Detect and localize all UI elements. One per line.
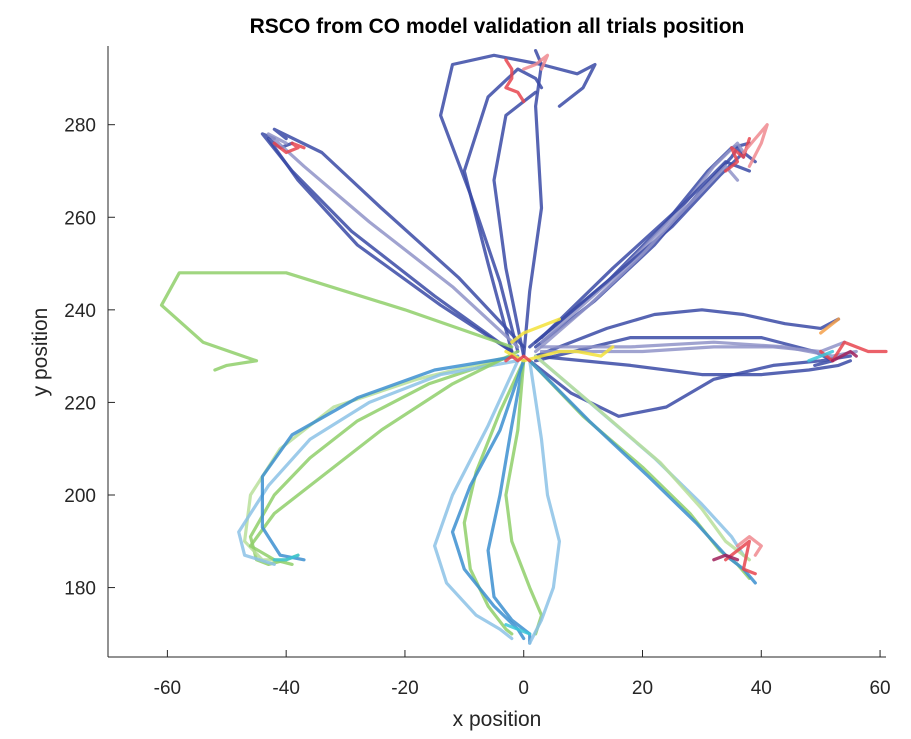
- trajectory-line: [807, 349, 835, 363]
- x-axis-ticks: -60 -40 -20 0 20 40 60: [154, 650, 891, 699]
- trajectory-line: [724, 539, 757, 576]
- trajectory-line: [266, 137, 514, 354]
- trajectory-line: [741, 123, 769, 168]
- trajectory-line: [504, 623, 532, 636]
- trajectory-line: [819, 317, 841, 335]
- trajectory-line: [266, 132, 520, 349]
- trajectory-line: [237, 359, 520, 566]
- trajectory-line: [450, 359, 526, 641]
- chart-title: RSCO from CO model validation all trials…: [250, 15, 745, 38]
- y-tick-label: 280: [64, 116, 96, 137]
- trajectory-line: [528, 359, 757, 585]
- trajectory-line: [260, 132, 514, 354]
- trajectory-line: [492, 90, 538, 358]
- trajectory-line: [735, 535, 763, 557]
- trajectory-line: [433, 359, 520, 641]
- x-tick-label: 60: [869, 678, 890, 699]
- trajectory-line: [528, 354, 852, 418]
- trajectory-line: [159, 271, 514, 372]
- trajectory-line: [510, 317, 561, 344]
- trajectory-line: [528, 359, 561, 645]
- x-tick-label: 40: [751, 678, 772, 699]
- trajectory-line: [539, 340, 846, 354]
- trajectory-line: [534, 164, 740, 354]
- trajectory-line: [272, 127, 526, 349]
- trajectory-line: [504, 58, 526, 104]
- y-tick-label: 240: [64, 301, 96, 322]
- y-tick-label: 260: [64, 208, 96, 229]
- trajectory-line: [534, 308, 841, 358]
- trajectory-line: [248, 349, 520, 566]
- trajectory-line: [272, 141, 306, 155]
- trajectory-line: [504, 345, 615, 363]
- trajectory-line: [260, 354, 520, 562]
- x-tick-label: 0: [518, 678, 529, 699]
- trajectory-line: [462, 359, 526, 636]
- trajectory-line: [819, 340, 888, 363]
- trajectory-line: [272, 553, 300, 562]
- trajectory-line: [534, 354, 852, 377]
- y-axis-ticks: 180 200 220 240 260 280: [64, 116, 115, 600]
- plot-area: [159, 49, 888, 645]
- y-tick-label: 220: [64, 393, 96, 414]
- trajectory-line: [504, 359, 544, 636]
- trajectory-line: [462, 67, 544, 354]
- x-axis-label: x position: [453, 708, 542, 731]
- trajectory-line: [439, 53, 597, 354]
- x-tick-label: -40: [272, 678, 299, 699]
- y-axis-label: y position: [29, 308, 52, 397]
- x-tick-label: -20: [391, 678, 418, 699]
- trajectory-line: [522, 53, 550, 71]
- trajectory-line: [504, 354, 532, 363]
- y-tick-label: 180: [64, 579, 96, 600]
- trajectory-line: [534, 354, 751, 562]
- x-tick-label: 20: [632, 678, 653, 699]
- trajectory-line: [830, 349, 858, 363]
- x-tick-label: -60: [154, 678, 181, 699]
- y-tick-label: 200: [64, 486, 96, 507]
- trajectory-line: [712, 553, 740, 562]
